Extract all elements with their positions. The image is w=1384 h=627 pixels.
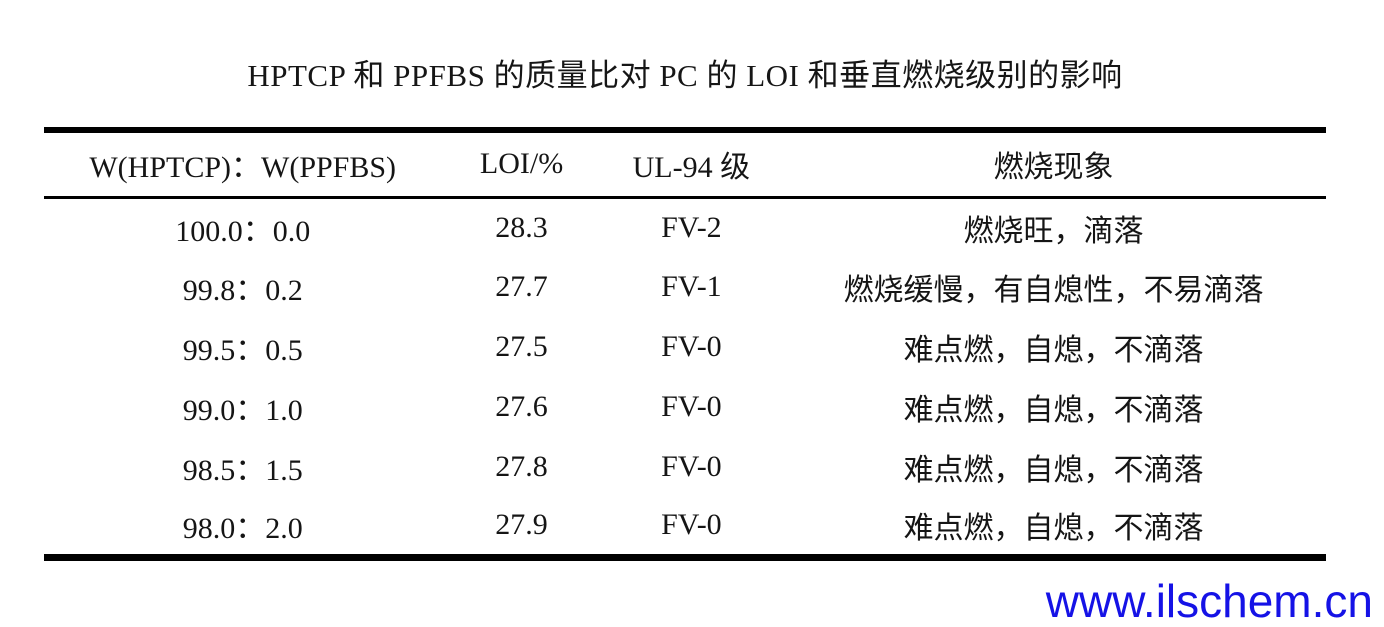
ratio-cell: 99.0：1.0 (182, 394, 303, 427)
ul94-cell: FV-0 (661, 450, 722, 483)
column-header-loi: LOI/% (479, 147, 564, 181)
loi-cell: 27.7 (495, 270, 548, 303)
table-row: 100.0：0.0 28.3 FV-2 燃烧旺，滴落 (44, 197, 1326, 257)
loi-cell: 28.3 (495, 210, 548, 244)
ratio-cell: 99.8：0.2 (182, 274, 303, 307)
ratio-cell: 99.5：0.5 (182, 334, 303, 367)
column-header-ratio: W(HPTCP)：W(PPFBS) (89, 151, 397, 185)
ratio-cell: 98.0：2.0 (182, 512, 303, 546)
ul94-cell: FV-1 (661, 270, 722, 303)
loi-cell: 27.6 (495, 390, 548, 423)
phenomenon-cell: 燃烧缓慢，有自熄性，不易滴落 (843, 274, 1264, 307)
ratio-cell: 100.0：0.0 (175, 214, 311, 248)
watermark-url: www.ilschem.cn (1045, 575, 1373, 627)
table-row: 98.0：2.0 27.9 FV-0 难点燃，自熄，不滴落 (44, 497, 1326, 557)
table-row: 99.0：1.0 27.6 FV-0 难点燃，自熄，不滴落 (44, 377, 1326, 437)
header-row: W(HPTCP)：W(PPFBS) LOI/% UL-94 级 燃烧现象 (44, 130, 1326, 197)
ul94-cell: FV-0 (661, 390, 722, 423)
ul94-cell: FV-0 (661, 508, 722, 542)
phenomenon-cell: 难点燃，自熄，不滴落 (903, 394, 1204, 427)
loi-cell: 27.8 (495, 450, 548, 483)
phenomenon-cell: 难点燃，自熄，不滴落 (903, 454, 1204, 487)
table-row: 99.5：0.5 27.5 FV-0 难点燃，自熄，不滴落 (44, 317, 1326, 377)
column-header-ul94: UL-94 级 (632, 151, 751, 185)
column-header-phenomenon: 燃烧现象 (993, 151, 1114, 185)
loi-cell: 27.5 (495, 330, 548, 363)
ul94-cell: FV-0 (661, 330, 722, 363)
phenomenon-cell: 难点燃，自熄，不滴落 (903, 512, 1204, 546)
ul94-cell: FV-2 (661, 210, 722, 244)
data-table: W(HPTCP)：W(PPFBS) LOI/% UL-94 级 燃烧现象 100… (44, 127, 1326, 561)
table-row: 99.8：0.2 27.7 FV-1 燃烧缓慢，有自熄性，不易滴落 (44, 257, 1326, 317)
table-body: 100.0：0.0 28.3 FV-2 燃烧旺，滴落 99.8：0.2 27.7… (44, 197, 1326, 557)
table-title: HPTCP 和 PPFBS 的质量比对 PC 的 LOI 和垂直燃烧级别的影响 (247, 58, 1123, 93)
table-row: 98.5：1.5 27.8 FV-0 难点燃，自熄，不滴落 (44, 437, 1326, 497)
phenomenon-cell: 燃烧旺，滴落 (963, 214, 1144, 248)
table-header: W(HPTCP)：W(PPFBS) LOI/% UL-94 级 燃烧现象 (44, 130, 1326, 197)
ratio-cell: 98.5：1.5 (182, 454, 303, 487)
phenomenon-cell: 难点燃，自熄，不滴落 (903, 334, 1204, 367)
loi-cell: 27.9 (495, 508, 548, 542)
